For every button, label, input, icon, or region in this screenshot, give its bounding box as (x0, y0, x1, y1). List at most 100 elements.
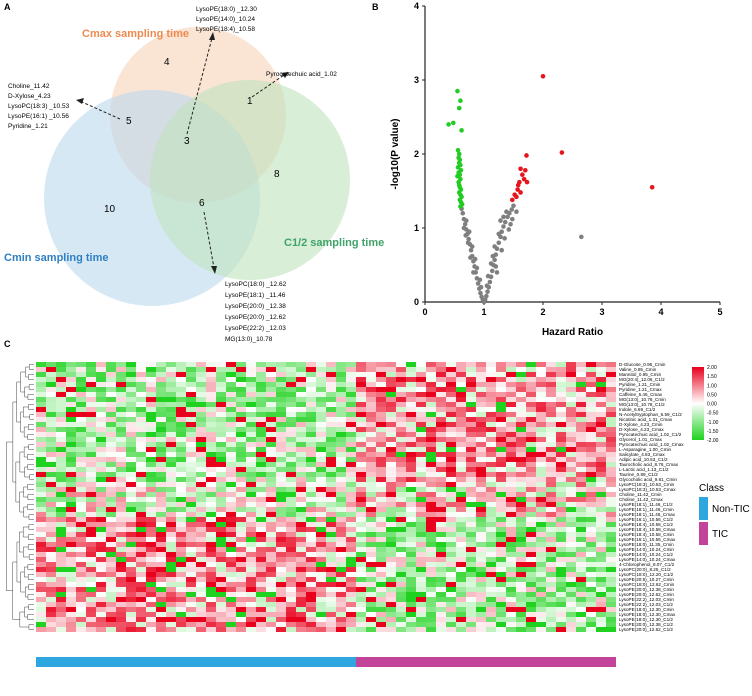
heatmap-cell (256, 492, 266, 497)
heatmap-cell (536, 577, 546, 582)
heatmap-cell (236, 477, 246, 482)
heatmap-cell (296, 507, 306, 512)
heatmap-cell (186, 437, 196, 442)
heatmap-cell (416, 382, 426, 387)
heatmap-cell (386, 412, 396, 417)
heatmap-cell (56, 577, 66, 582)
heatmap-cell (486, 367, 496, 372)
heatmap-cell (386, 572, 396, 577)
heatmap-cell (106, 422, 116, 427)
dendrogram-branch (28, 514, 34, 520)
heatmap-cell (436, 457, 446, 462)
heatmap-cell (606, 552, 616, 557)
heatmap-cell (226, 457, 236, 462)
heatmap-cell (136, 482, 146, 487)
heatmap-cell (326, 382, 336, 387)
heatmap-cell (306, 502, 316, 507)
heatmap-cell (36, 592, 46, 597)
heatmap-cell (366, 512, 376, 517)
heatmap-cell (106, 412, 116, 417)
heatmap-cell (166, 517, 176, 522)
heatmap-cell (346, 362, 356, 367)
heatmap-cell (506, 452, 516, 457)
heatmap-cell (466, 367, 476, 372)
heatmap-cell (506, 457, 516, 462)
point-ns (471, 270, 476, 275)
heatmap-cell (306, 562, 316, 567)
heatmap-cell (126, 372, 136, 377)
heatmap-cell (36, 497, 46, 502)
heatmap-cell (476, 377, 486, 382)
heatmap-cell (466, 437, 476, 442)
heatmap-cell (216, 397, 226, 402)
heatmap-cell (516, 537, 526, 542)
x-axis-label: Hazard Ratio (542, 327, 603, 338)
heatmap-cell (56, 582, 66, 587)
heatmap-cell (146, 467, 156, 472)
heatmap-cell (446, 417, 456, 422)
heatmap-cell (96, 382, 106, 387)
point-ns (475, 281, 481, 286)
heatmap-cell (126, 587, 136, 592)
heatmap-cell (296, 467, 306, 472)
heatmap-cell (336, 542, 346, 547)
heatmap-cell (486, 587, 496, 592)
heatmap-cell (166, 502, 176, 507)
heatmap-cell (46, 597, 56, 602)
heatmap-cell (306, 597, 316, 602)
point-ns (489, 268, 495, 274)
heatmap-cell (216, 367, 226, 372)
heatmap-cell (106, 417, 116, 422)
heatmap-cell (466, 482, 476, 487)
heatmap-cell (386, 527, 396, 532)
heatmap-cell (576, 457, 586, 462)
heatmap-cell (246, 392, 256, 397)
heatmap-cell (356, 552, 366, 557)
heatmap-cell (146, 437, 156, 442)
heatmap-cell (576, 577, 586, 582)
heatmap-cell (66, 457, 76, 462)
heatmap-cell (526, 417, 536, 422)
heatmap-cell (596, 572, 606, 577)
heatmap-cell (166, 412, 176, 417)
heatmap-cell (156, 587, 166, 592)
heatmap-cell (216, 532, 226, 537)
heatmap-cell (96, 607, 106, 612)
heatmap-cell (556, 592, 566, 597)
heatmap-cell (576, 402, 586, 407)
heatmap-cell (276, 512, 286, 517)
heatmap-cell (316, 457, 326, 462)
heatmap-cell (576, 562, 586, 567)
heatmap-cell (186, 562, 196, 567)
heatmap-cell (236, 567, 246, 572)
heatmap-cell (596, 407, 606, 412)
heatmap-cell (556, 567, 566, 572)
heatmap-cell (486, 527, 496, 532)
heatmap-cell (386, 627, 396, 632)
heatmap-cell (606, 567, 616, 572)
heatmap-cell (496, 627, 506, 632)
heatmap-cell (246, 557, 256, 562)
heatmap-cell (206, 462, 216, 467)
heatmap-cell (416, 512, 426, 517)
color-scale-tick-label: -2.00 (707, 438, 719, 444)
heatmap-cell (136, 487, 146, 492)
color-scale-tick-label: 1.50 (707, 374, 717, 380)
heatmap-cell (436, 407, 446, 412)
heatmap-cell (426, 527, 436, 532)
heatmap-cell (416, 437, 426, 442)
heatmap-cell (206, 452, 216, 457)
heatmap-cell (466, 612, 476, 617)
heatmap-cell (106, 492, 116, 497)
heatmap-cell (76, 627, 86, 632)
heatmap-cell (306, 377, 316, 382)
heatmap-cell (216, 537, 226, 542)
heatmap-cell (576, 502, 586, 507)
heatmap-cell (486, 402, 496, 407)
heatmap-cell (286, 537, 296, 542)
row-label: LysoPC(18:3)_10.53_Cmax (619, 487, 676, 492)
heatmap-cell (296, 532, 306, 537)
heatmap-cell (156, 612, 166, 617)
heatmap-cell (216, 432, 226, 437)
heatmap-cell (346, 447, 356, 452)
